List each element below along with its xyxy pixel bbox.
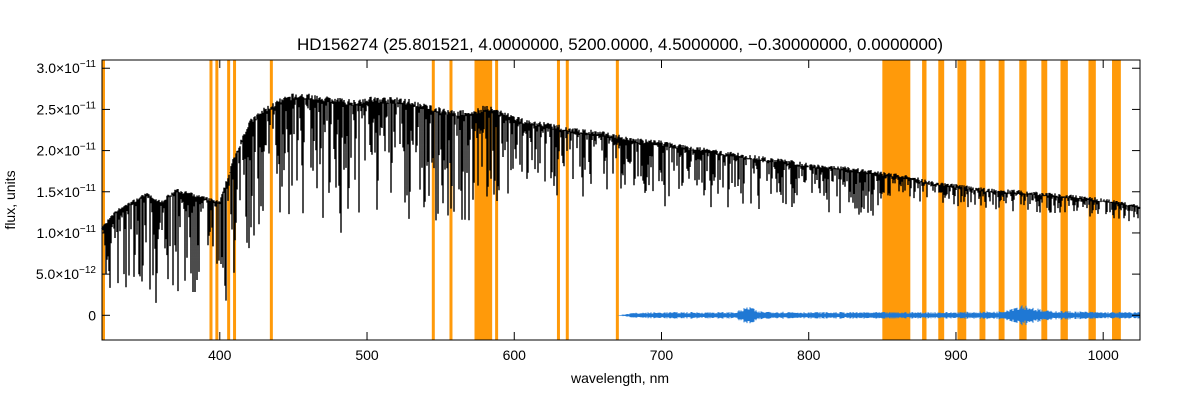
y-tick-label: 1.0×10−11 bbox=[37, 224, 97, 241]
masked-region bbox=[556, 60, 560, 340]
masked-region bbox=[882, 60, 911, 340]
x-tick-label: 500 bbox=[355, 347, 379, 363]
masked-region bbox=[1112, 60, 1121, 340]
y-tick-label: 1.5×10−11 bbox=[37, 183, 97, 200]
x-tick-label: 400 bbox=[208, 347, 232, 363]
masked-region bbox=[1041, 60, 1048, 340]
y-tick-label: 5.0×10−12 bbox=[36, 265, 97, 282]
x-axis-label: wavelength, nm bbox=[570, 370, 669, 386]
masked-region bbox=[215, 60, 219, 340]
plot-frame bbox=[101, 59, 1141, 341]
masked-region bbox=[269, 60, 273, 340]
masked-region bbox=[615, 60, 619, 340]
chart-title: HD156274 (25.801521, 4.0000000, 5200.000… bbox=[297, 35, 943, 54]
y-tick-label: 2.5×10−11 bbox=[37, 100, 97, 117]
y-tick-label: 3.0×10−11 bbox=[37, 59, 97, 76]
masked-region bbox=[474, 60, 493, 340]
x-tick-label: 1000 bbox=[1088, 347, 1119, 363]
masked-region bbox=[938, 60, 945, 340]
x-tick-label: 600 bbox=[503, 347, 527, 363]
masked-region bbox=[1060, 60, 1068, 340]
axis-ticks: 400 500 600 700 800 900 1000 0 5.0×10−12 1.0×10−1… bbox=[36, 59, 1140, 363]
x-tick-label: 900 bbox=[944, 347, 968, 363]
x-tick-label: 800 bbox=[797, 347, 821, 363]
masked-region bbox=[979, 60, 986, 340]
masked-region bbox=[1019, 60, 1027, 340]
x-tick-label: 700 bbox=[650, 347, 674, 363]
masked-region bbox=[957, 60, 967, 340]
y-axis-label: flux, units bbox=[2, 170, 18, 229]
masked-region bbox=[431, 60, 435, 340]
y-tick-label: 2.0×10−11 bbox=[37, 142, 97, 159]
error-series-line bbox=[617, 305, 1141, 326]
y-tick-label: 0 bbox=[88, 307, 96, 323]
masked-region bbox=[565, 60, 569, 340]
masked-region bbox=[102, 60, 105, 340]
masked-region bbox=[922, 60, 927, 340]
